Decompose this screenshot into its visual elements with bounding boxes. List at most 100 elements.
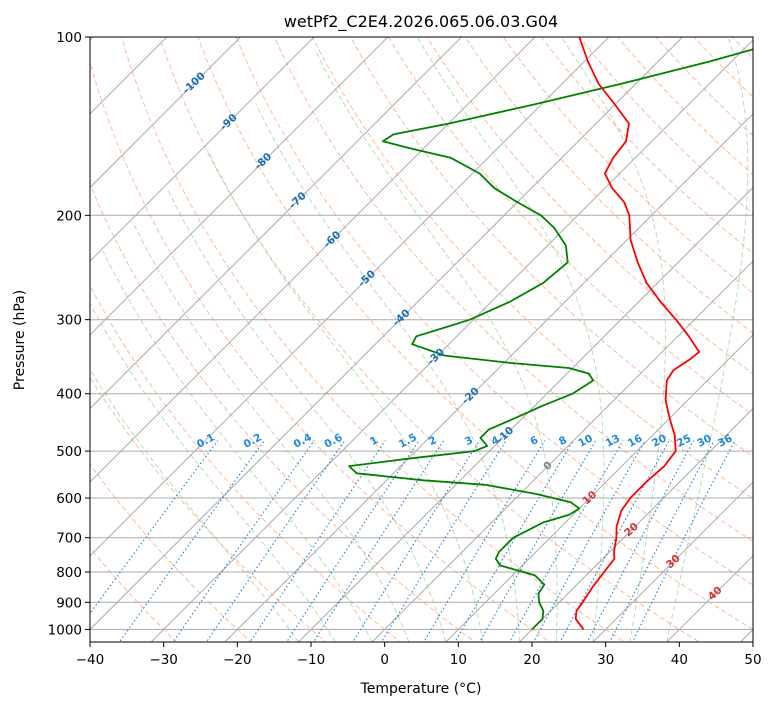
moist-adiabat xyxy=(90,368,299,642)
x-tick-label: −20 xyxy=(223,652,252,668)
dry-adiabat xyxy=(197,37,753,631)
isotherm xyxy=(297,186,753,642)
mixing-ratio-label: 1 xyxy=(368,434,380,448)
dry-adiabat xyxy=(693,37,753,98)
dry-adiabat xyxy=(90,546,178,642)
dry-adiabat xyxy=(273,37,753,543)
dry-adiabat xyxy=(349,37,753,457)
profile-curves xyxy=(348,37,753,631)
dry-adiabat xyxy=(90,284,402,642)
x-tick-label: −10 xyxy=(297,652,326,668)
mixing-ratio-line xyxy=(312,440,445,642)
mixing-ratio-line xyxy=(454,440,574,642)
isotherm xyxy=(90,37,463,410)
mixing-ratio-line xyxy=(352,440,481,642)
moist-adiabat xyxy=(314,49,558,642)
isotherm xyxy=(90,37,610,557)
isotherm xyxy=(0,0,3,654)
temperature-profile xyxy=(574,37,700,630)
mixing-ratio-line xyxy=(90,440,219,615)
moist-adiabat xyxy=(416,37,605,642)
dry-adiabat xyxy=(540,37,753,254)
dewpoint-profile xyxy=(348,48,753,631)
y-tick-label: 800 xyxy=(56,565,82,581)
dry-adiabat xyxy=(90,182,476,642)
moist-adiabat xyxy=(90,302,336,642)
mixing-ratio-line xyxy=(423,440,546,642)
mixing-ratio-line xyxy=(559,440,670,642)
mixing-ratio-label: 2 xyxy=(427,434,439,448)
dry-adiabat xyxy=(90,60,551,642)
moist-adiabat xyxy=(560,37,667,642)
line-labels: 0.1 0.2 0.4 0.6 1 1.5 2 3 4 6 8 10 13 16 20 25 30 36-100-… xyxy=(180,70,734,603)
mixing-ratio-line xyxy=(586,440,695,642)
x-tick-label: −40 xyxy=(76,652,105,668)
mixing-ratio-label: 25 xyxy=(675,432,694,449)
x-tick-label: 30 xyxy=(597,652,614,668)
y-tick-label: 600 xyxy=(56,491,82,507)
y-tick-label: 200 xyxy=(56,208,82,224)
dry-adiabat xyxy=(655,37,753,137)
dry-adiabat xyxy=(464,37,753,334)
isotherm xyxy=(224,113,753,642)
isotherm xyxy=(90,37,684,631)
mixing-ratio-line xyxy=(479,440,597,642)
isotherm xyxy=(90,37,389,336)
dry-adiabat xyxy=(502,37,753,294)
isotherm xyxy=(592,481,753,642)
moist-adiabat xyxy=(255,104,520,642)
mixing-ratio-line xyxy=(118,440,265,642)
dry-adiabat xyxy=(752,0,775,654)
isotherm xyxy=(90,37,242,189)
mixing-ratio-line xyxy=(508,440,624,642)
x-tick-label: 40 xyxy=(671,652,688,668)
x-tick-label: −30 xyxy=(149,652,178,668)
mixing-ratio-line xyxy=(631,440,736,642)
mixing-ratio-label: 3 xyxy=(463,434,475,448)
dry-adiabat xyxy=(617,37,753,176)
axis-ticks: −40 −30 −20 −10 0 10 20 30 40 5010020030040050060… xyxy=(48,30,762,668)
isotherm xyxy=(739,628,753,642)
dry-adiabat xyxy=(311,37,753,500)
chart-title: wetPf2_C2E4.2026.065.06.03.G04 xyxy=(284,12,558,32)
y-tick-label: 100 xyxy=(56,30,82,46)
x-tick-label: 0 xyxy=(380,652,389,668)
y-axis-label: Pressure (hPa) xyxy=(12,290,28,390)
dry-adiabat xyxy=(388,37,753,416)
y-tick-label: 400 xyxy=(56,387,82,403)
moist-adiabat xyxy=(102,251,373,642)
mixing-ratio-label: 8 xyxy=(557,434,569,448)
dry-adiabat xyxy=(578,37,753,215)
y-tick-label: 900 xyxy=(56,595,82,611)
mixing-ratio-label: 36 xyxy=(716,432,735,449)
dry-adiabat xyxy=(235,37,753,586)
y-tick-label: 700 xyxy=(56,531,82,547)
isotherm xyxy=(90,37,168,115)
mixing-ratio-label: 6 xyxy=(528,434,540,448)
y-tick-label: 1000 xyxy=(48,622,82,638)
dry-adiabat xyxy=(426,37,753,375)
isotherm xyxy=(90,37,315,262)
x-tick-label: 10 xyxy=(450,652,467,668)
mixing-ratio-line xyxy=(286,440,420,642)
mixing-ratio-label: 0.4 xyxy=(292,431,314,450)
isotherm xyxy=(518,407,753,642)
x-tick-label: 50 xyxy=(744,652,761,668)
mixing-ratio-label: 0.6 xyxy=(322,431,344,450)
isotherm xyxy=(371,260,753,642)
moist-adiabat xyxy=(132,221,410,642)
mixing-ratio-label: 0.1 xyxy=(195,431,217,450)
y-tick-label: 500 xyxy=(56,444,82,460)
background-lines xyxy=(0,0,775,654)
dry-adiabat xyxy=(159,37,701,642)
isotherm xyxy=(445,334,753,642)
y-tick-label: 300 xyxy=(56,313,82,329)
mixing-ratio-label: 0.2 xyxy=(242,431,264,450)
mixing-ratio-line xyxy=(249,440,386,642)
moist-adiabat xyxy=(166,187,447,642)
mixing-ratio-line xyxy=(609,440,715,642)
mixing-ratio-line xyxy=(533,440,646,642)
isotherm xyxy=(90,37,536,483)
x-axis-label: Temperature (°C) xyxy=(360,681,482,697)
